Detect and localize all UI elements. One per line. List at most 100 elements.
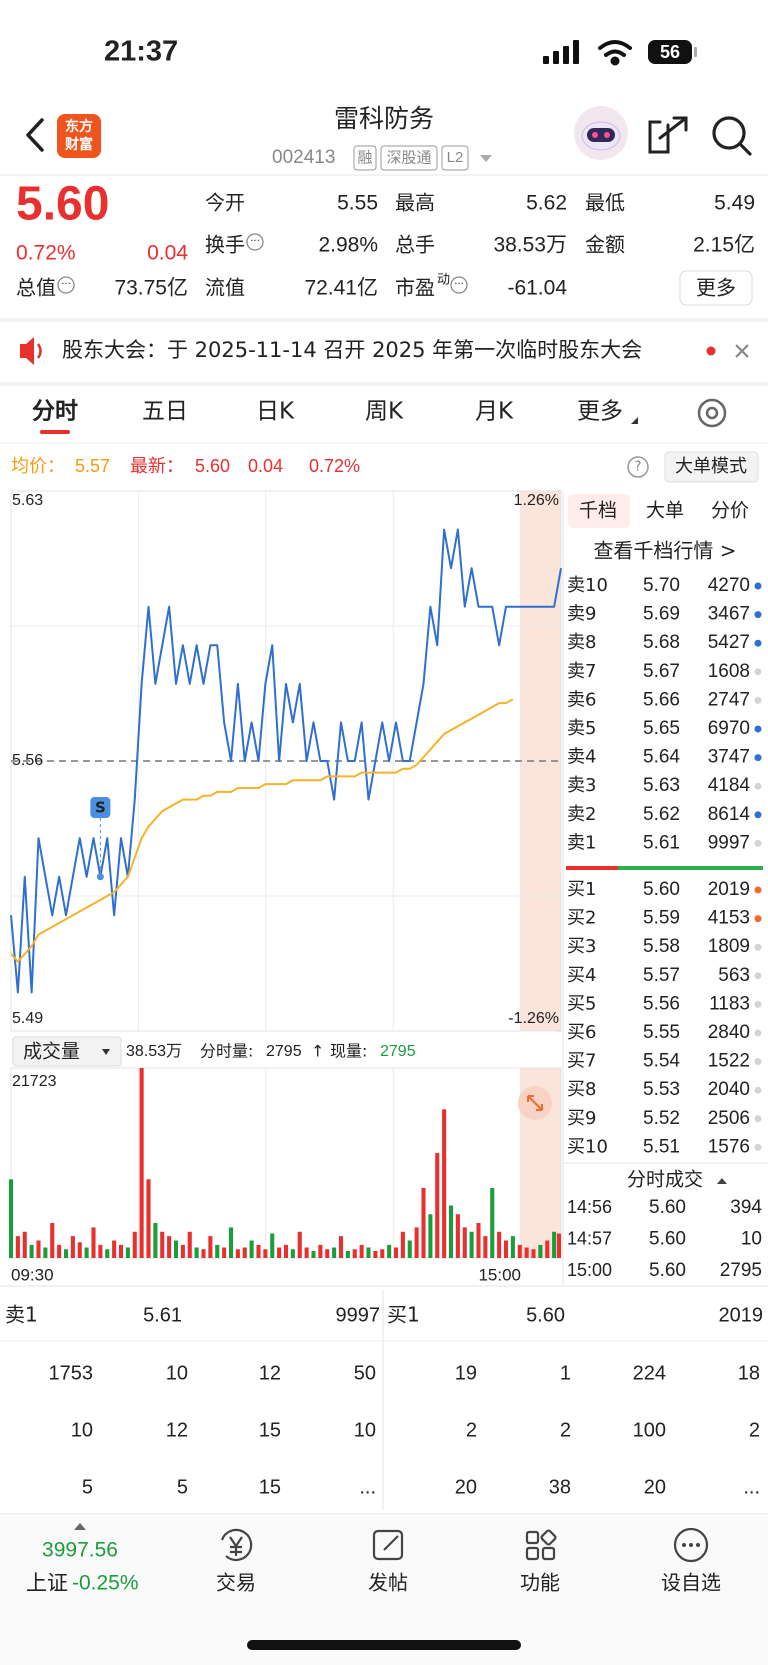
book-level: 卖6	[567, 689, 596, 710]
stat-label: 总值	[16, 276, 56, 300]
tab[interactable]: 五日	[142, 399, 188, 425]
book-tab[interactable]: 千档	[579, 500, 617, 522]
queue-order: 10	[354, 1419, 376, 1441]
volume-bar	[366, 1247, 371, 1258]
book-dot	[754, 696, 762, 704]
change-pct: 0.72%	[16, 242, 76, 265]
book-link[interactable]: 查看千档行情 >	[593, 539, 736, 563]
stat-value: 72.41亿	[304, 277, 378, 300]
info-icon[interactable]	[450, 276, 468, 294]
volume-bar	[235, 1249, 240, 1258]
separator	[0, 382, 768, 386]
volume-selector-label[interactable]: 成交量	[23, 1041, 80, 1063]
volume-bar	[490, 1188, 495, 1258]
logo-text: 财富	[64, 136, 93, 153]
volume-bar	[414, 1227, 419, 1258]
dropdown-caret[interactable]	[480, 155, 492, 162]
volume-bar	[8, 1179, 14, 1258]
volume-bar	[160, 1231, 165, 1258]
tab[interactable]: 更多	[577, 399, 623, 425]
book-price: 5.69	[643, 604, 680, 625]
notice-text[interactable]: 股东大会：于 2025-11-14 召开 2025 年第一次临时股东大会	[62, 338, 642, 362]
book-level: 卖8	[567, 632, 596, 653]
function-icon[interactable]	[525, 1529, 557, 1561]
trade-icon[interactable]	[220, 1528, 253, 1561]
speaker-wave	[36, 343, 42, 359]
search-button[interactable]	[712, 116, 752, 156]
help-icon[interactable]	[627, 456, 649, 478]
more-button[interactable]	[679, 270, 753, 306]
annotation-badge[interactable]	[90, 797, 111, 818]
change: 0.04	[147, 242, 188, 265]
book-price: 5.64	[643, 747, 680, 768]
volume-bar	[407, 1240, 412, 1258]
trade-price: 5.60	[649, 1229, 686, 1250]
book-dot	[754, 725, 762, 733]
volume-bar	[98, 1244, 103, 1258]
volume-bar	[43, 1247, 48, 1258]
volume-bar	[270, 1233, 275, 1258]
book-volume: 2506	[708, 1108, 750, 1129]
back-button[interactable]	[26, 118, 44, 152]
total-volume: 38.53万	[126, 1043, 182, 1060]
stat-label: 换手	[205, 233, 245, 257]
avg-line	[10, 698, 514, 963]
mode-button-label[interactable]: 大单模式	[675, 456, 747, 477]
book-price: 5.52	[643, 1108, 680, 1129]
index-change[interactable]: -0.25%	[72, 1572, 139, 1595]
book-volume: 2747	[708, 689, 750, 710]
unread-dot	[706, 346, 716, 356]
close-notice[interactable]	[735, 344, 749, 358]
volume-bar	[531, 1249, 536, 1258]
volume-bar	[503, 1240, 509, 1258]
volume-bar	[22, 1231, 27, 1258]
book-level: 买3	[567, 936, 596, 957]
app-logo	[57, 114, 101, 158]
volume-bar	[105, 1249, 110, 1258]
nav-label[interactable]: 设自选	[661, 1571, 721, 1595]
book-level: 买5	[567, 993, 596, 1014]
assistant-avatar[interactable]	[574, 106, 628, 160]
post-icon[interactable]	[372, 1529, 404, 1561]
volume-selector[interactable]	[12, 1036, 122, 1067]
nav-label[interactable]: 发帖	[368, 1571, 408, 1595]
expand-caret[interactable]	[74, 1523, 86, 1530]
index-name[interactable]: 上证	[26, 1571, 68, 1595]
volume-bar	[290, 1249, 295, 1258]
book-level: 买4	[567, 965, 596, 986]
tab[interactable]: 日K	[256, 399, 295, 425]
separator	[0, 318, 768, 322]
settings-button[interactable]	[697, 398, 727, 428]
tab[interactable]: 月K	[475, 399, 514, 425]
trade-price: 5.60	[649, 1197, 686, 1218]
volume-bar	[167, 1236, 172, 1258]
volume-bar	[345, 1251, 350, 1258]
info-icon[interactable]	[246, 233, 264, 251]
watchlist-icon[interactable]	[673, 1527, 709, 1563]
tab[interactable]: 分时	[32, 399, 78, 425]
trade-volume: 394	[730, 1197, 762, 1218]
book-tab[interactable]: 分价	[711, 500, 749, 522]
book-tab[interactable]: 大单	[646, 500, 684, 522]
battery-level: 56	[660, 42, 680, 62]
stat-label: 流值	[205, 276, 245, 300]
nav-label[interactable]: 交易	[216, 1571, 256, 1595]
stat-value: 73.75亿	[114, 277, 188, 300]
share-button[interactable]	[648, 116, 688, 154]
queue-order: 12	[166, 1419, 188, 1441]
book-dot	[754, 1058, 762, 1066]
tab[interactable]: 周K	[365, 399, 404, 425]
price-line	[10, 528, 562, 994]
more-button-label[interactable]: 更多	[696, 276, 736, 300]
nav-label[interactable]: 功能	[520, 1571, 560, 1595]
book-level: 买10	[567, 1136, 608, 1157]
book-volume: 3747	[708, 747, 750, 768]
book-price: 5.65	[643, 718, 680, 739]
info-icon[interactable]	[57, 276, 75, 294]
period-tabs: 分时 五日 日K 周K 月K 更多	[32, 399, 638, 434]
mode-button[interactable]	[664, 451, 759, 483]
index-value[interactable]: 3997.56	[42, 1539, 118, 1562]
volume-bar	[63, 1249, 69, 1258]
volume-bar	[91, 1227, 96, 1258]
trade-price: 5.60	[649, 1260, 686, 1281]
